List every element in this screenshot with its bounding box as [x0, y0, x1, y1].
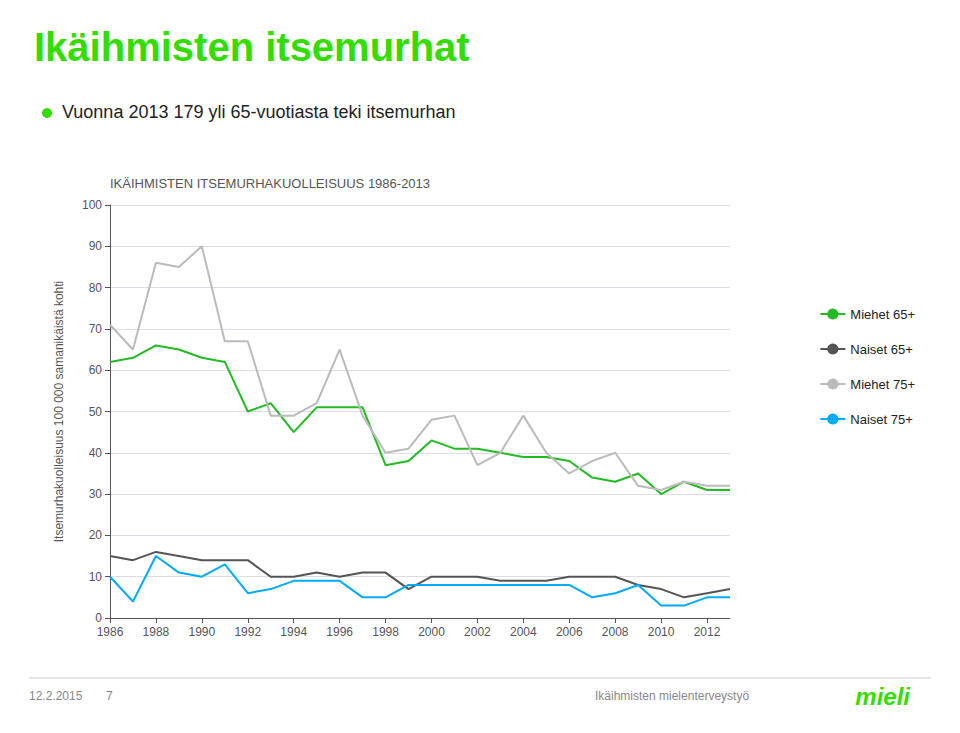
- svg-text:Miehet 65+: Miehet 65+: [850, 307, 915, 322]
- svg-text:2012: 2012: [694, 625, 721, 639]
- svg-text:Naiset 65+: Naiset 65+: [850, 342, 913, 357]
- svg-text:40: 40: [89, 446, 103, 460]
- svg-text:100: 100: [82, 198, 102, 212]
- svg-text:1988: 1988: [143, 625, 170, 639]
- svg-text:2004: 2004: [510, 625, 537, 639]
- svg-text:2000: 2000: [418, 625, 445, 639]
- svg-text:12.2.2015: 12.2.2015: [29, 689, 83, 703]
- svg-text:1992: 1992: [234, 625, 261, 639]
- svg-text:7: 7: [106, 689, 113, 703]
- svg-text:80: 80: [89, 281, 103, 295]
- svg-text:10: 10: [89, 570, 103, 584]
- svg-text:2006: 2006: [556, 625, 583, 639]
- svg-text:2010: 2010: [648, 625, 675, 639]
- svg-text:70: 70: [89, 322, 103, 336]
- svg-text:Miehet 75+: Miehet 75+: [850, 377, 915, 392]
- svg-text:Itsemurhakuolleisuus 100 000 s: Itsemurhakuolleisuus 100 000 samanikäist…: [52, 281, 66, 542]
- svg-text:2002: 2002: [464, 625, 491, 639]
- svg-text:1990: 1990: [189, 625, 216, 639]
- svg-text:IKÄIHMISTEN ITSEMURHAKUOLLEISU: IKÄIHMISTEN ITSEMURHAKUOLLEISUUS 1986-20…: [110, 176, 430, 191]
- svg-text:50: 50: [89, 405, 103, 419]
- svg-text:90: 90: [89, 239, 103, 253]
- svg-text:Naiset 75+: Naiset 75+: [850, 412, 913, 427]
- svg-text:1998: 1998: [372, 625, 399, 639]
- svg-text:1986: 1986: [97, 625, 124, 639]
- svg-text:1994: 1994: [280, 625, 307, 639]
- svg-text:1996: 1996: [326, 625, 353, 639]
- svg-text:20: 20: [89, 528, 103, 542]
- svg-text:2008: 2008: [602, 625, 629, 639]
- svg-text:Ikäihmisten itsemurhat: Ikäihmisten itsemurhat: [34, 25, 470, 69]
- svg-text:mieli: mieli: [855, 683, 911, 710]
- svg-text:0: 0: [95, 611, 102, 625]
- svg-text:30: 30: [89, 487, 103, 501]
- svg-text:Ikäihmisten mielenterveystyö: Ikäihmisten mielenterveystyö: [595, 689, 749, 703]
- svg-text:60: 60: [89, 363, 103, 377]
- svg-text:Vuonna 2013 179 yli 65-vuotias: Vuonna 2013 179 yli 65-vuotiasta teki it…: [62, 102, 456, 122]
